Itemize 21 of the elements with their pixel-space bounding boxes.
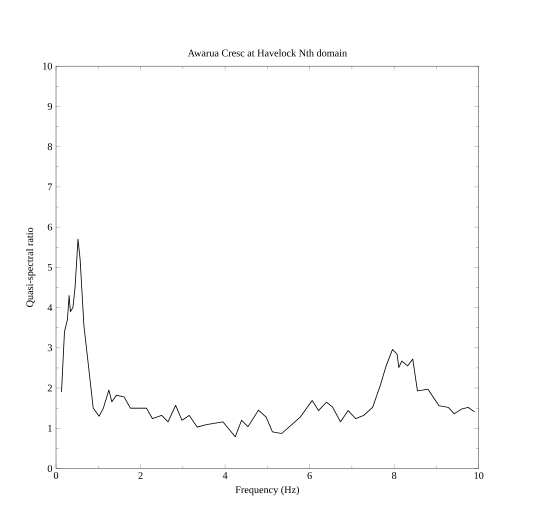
- y-tick-label: 7: [48, 183, 52, 190]
- x-axis-title: Frequency (Hz): [236, 486, 300, 496]
- x-tick-label: 8: [392, 472, 396, 479]
- y-tick-label: 10: [43, 62, 52, 70]
- y-tick-label: 1: [48, 424, 52, 432]
- line-series: [61, 238, 475, 437]
- y-tick-label: 6: [48, 224, 52, 230]
- y-tick-label: 3: [48, 344, 52, 352]
- y-axis-title: Quasi-spectral ratio: [26, 228, 36, 307]
- x-tick-label: 4: [222, 472, 228, 479]
- y-tick-label: 2: [48, 384, 52, 392]
- y-tick-label: 0: [48, 464, 52, 472]
- y-tick-label: 9: [48, 102, 52, 110]
- x-tick-label: 10: [474, 472, 484, 479]
- y-tick-label: 5: [48, 264, 52, 271]
- y-tick-label: 4: [48, 304, 52, 311]
- x-tick-label: 0: [54, 472, 58, 479]
- chart-title: Awarua Cresc at Havelock Nth domain: [188, 49, 347, 56]
- y-tick-label: 8: [48, 143, 52, 150]
- x-tick-label: 6: [308, 472, 312, 479]
- x-tick-label: 2: [138, 472, 143, 479]
